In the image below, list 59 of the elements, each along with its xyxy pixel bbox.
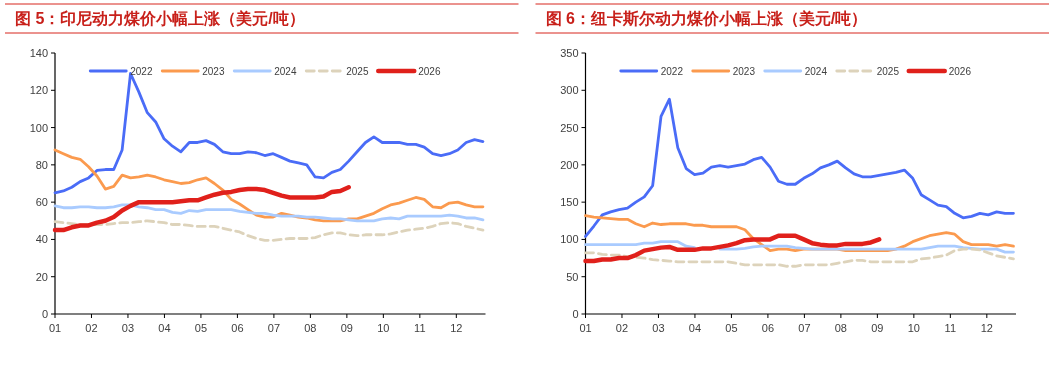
x-tick-label: 08 xyxy=(834,322,848,334)
x-tick-label: 10 xyxy=(377,322,390,334)
x-tick-label: 01 xyxy=(48,322,62,334)
y-tick-label: 60 xyxy=(35,196,48,209)
y-tick-label: 40 xyxy=(35,233,48,246)
x-tick-label: 02 xyxy=(85,322,98,334)
y-tick-label: 140 xyxy=(29,47,48,59)
line-series xyxy=(53,148,485,223)
x-tick-label: 09 xyxy=(871,322,884,334)
line-series xyxy=(53,203,485,223)
legend-label: 2026 xyxy=(418,66,441,77)
x-tick-label: 03 xyxy=(121,322,135,334)
y-tick-label: 100 xyxy=(29,121,48,134)
y-tick-label: 50 xyxy=(566,270,579,283)
x-tick-label: 08 xyxy=(304,322,317,334)
x-tick-label: 12 xyxy=(450,322,463,334)
x-tick-label: 11 xyxy=(944,322,957,334)
x-tick-label: 02 xyxy=(615,322,629,334)
legend-label: 2026 xyxy=(948,66,972,77)
legend-label: 2025 xyxy=(346,66,369,77)
line-series xyxy=(584,247,1015,268)
x-tick-label: 03 xyxy=(652,322,665,334)
y-tick-label: 20 xyxy=(35,270,48,283)
y-tick-label: 120 xyxy=(29,84,48,97)
y-tick-label: 0 xyxy=(572,308,579,320)
x-tick-label: 05 xyxy=(725,322,738,334)
legend-label: 2023 xyxy=(732,66,756,77)
y-tick-label: 300 xyxy=(560,84,579,97)
x-tick-label: 12 xyxy=(980,322,993,334)
x-tick-label: 05 xyxy=(194,322,208,334)
x-tick-label: 06 xyxy=(761,322,775,334)
line-series xyxy=(53,219,485,242)
y-tick-label: 150 xyxy=(560,196,579,209)
y-tick-label: 350 xyxy=(560,47,579,59)
x-tick-label: 04 xyxy=(688,322,702,334)
y-tick-label: 200 xyxy=(560,158,579,171)
legend-label: 2025 xyxy=(876,66,900,77)
line-series xyxy=(583,233,882,264)
y-tick-label: 80 xyxy=(35,158,48,171)
chart-title: 图 5：印尼动力煤价小幅上涨（美元/吨） xyxy=(15,9,305,28)
legend-label: 2024 xyxy=(804,66,828,77)
legend-label: 2022 xyxy=(130,66,153,77)
x-tick-label: 10 xyxy=(907,322,920,334)
legend-label: 2023 xyxy=(202,66,225,77)
x-tick-label: 06 xyxy=(231,322,244,334)
x-tick-label: 07 xyxy=(798,322,811,334)
legend-label: 2024 xyxy=(274,66,297,77)
legend-label: 2022 xyxy=(660,66,684,77)
y-tick-label: 100 xyxy=(560,233,579,246)
x-tick-label: 11 xyxy=(414,322,426,334)
x-tick-label: 04 xyxy=(158,322,171,334)
x-tick-label: 07 xyxy=(267,322,281,334)
chart-title: 图 6：纽卡斯尔动力煤价小幅上涨（美元/吨） xyxy=(545,9,868,28)
y-tick-label: 0 xyxy=(41,308,48,320)
x-tick-label: 09 xyxy=(340,322,353,334)
line-series xyxy=(52,184,351,233)
x-tick-label: 01 xyxy=(579,322,592,334)
line-series xyxy=(584,97,1015,238)
y-tick-label: 250 xyxy=(560,121,579,134)
